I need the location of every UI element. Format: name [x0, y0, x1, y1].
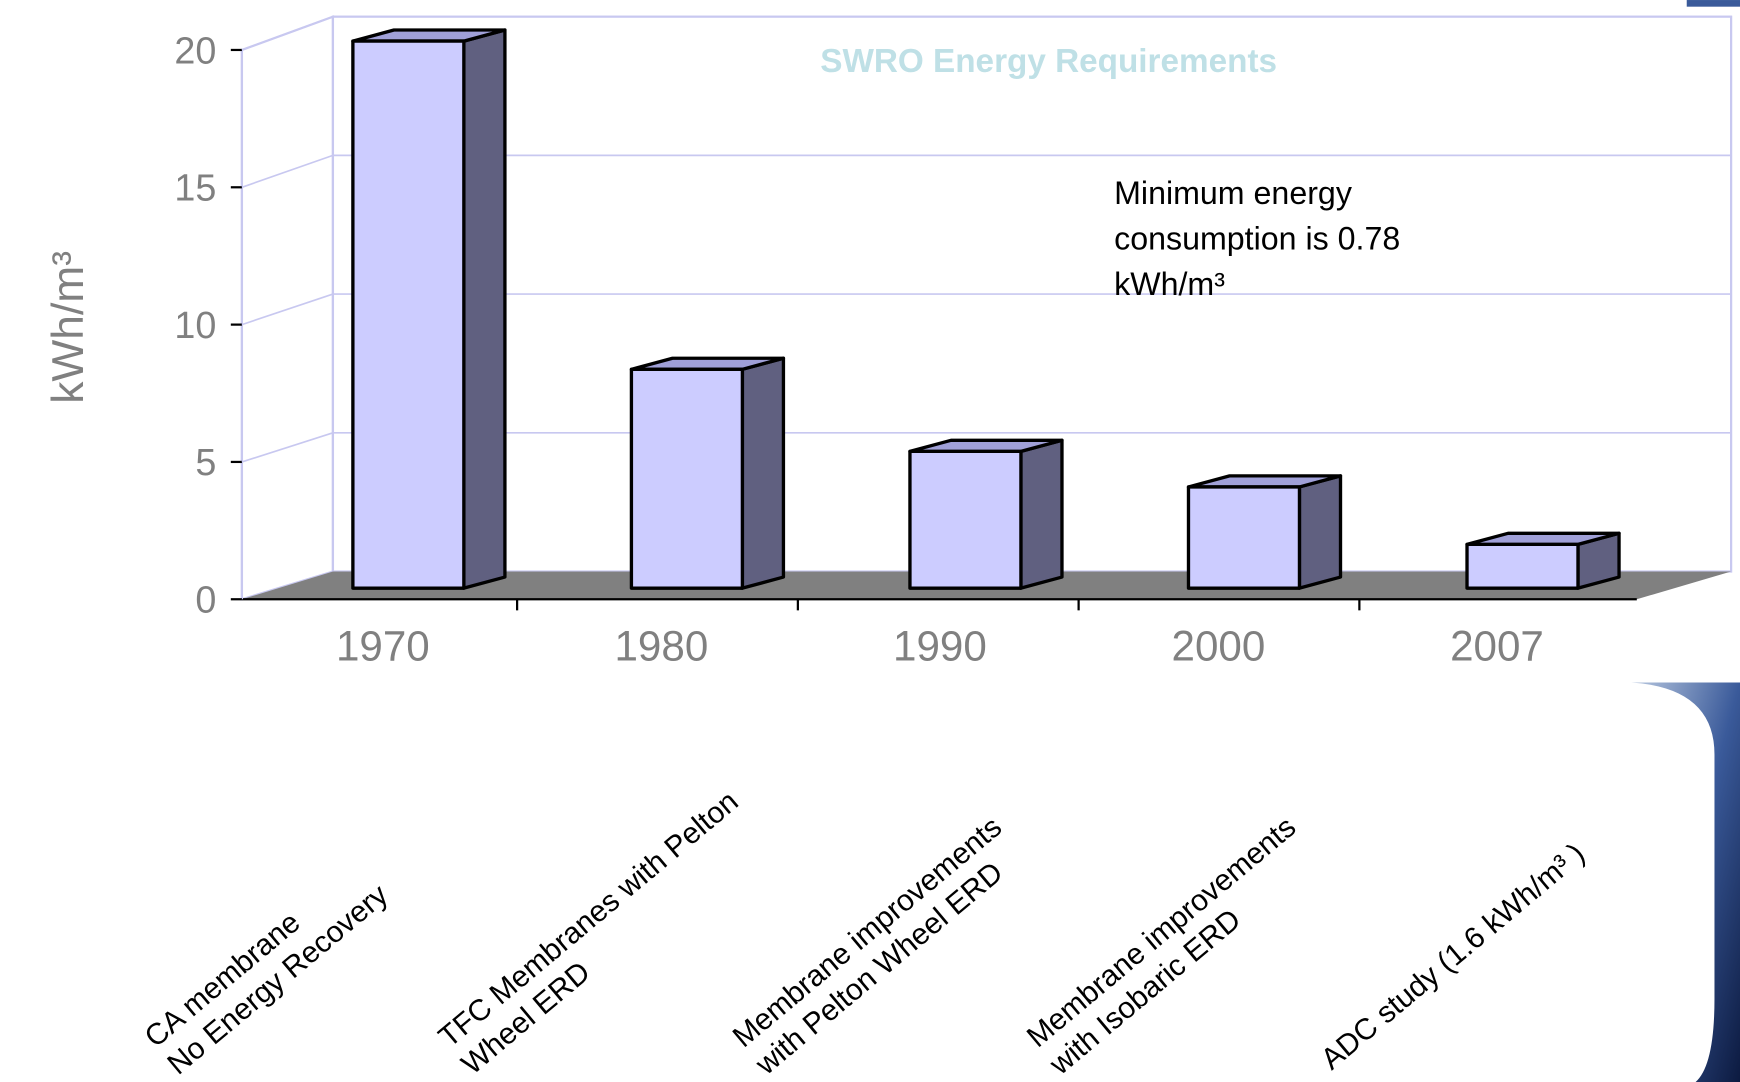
grid-line [241, 293, 334, 326]
y-tick-label: 0 [195, 579, 216, 621]
description-line: ADC study (1.6 kWh/m³ ) [1315, 837, 1591, 1076]
bar [1465, 531, 1621, 590]
bar-front [1186, 485, 1302, 590]
side-wall [240, 15, 335, 601]
annotation: kWh/m³ [1114, 266, 1225, 302]
x-tick-label: 2000 [1172, 622, 1266, 669]
bar-side [462, 28, 507, 590]
y-tick-label: 5 [195, 441, 216, 483]
bar [629, 356, 786, 590]
grid-line [241, 432, 334, 463]
y-axis-label: kWh/m³ [44, 251, 93, 404]
grid-line [241, 154, 334, 189]
category-description: ADC study (1.6 kWh/m³ ) [1315, 837, 1591, 1076]
bar-side [740, 356, 786, 590]
grid-line [241, 15, 334, 51]
bar [351, 28, 507, 590]
x-tick-label: 1990 [893, 622, 987, 669]
description-line: TFC Membranes with Pelton [433, 785, 745, 1054]
x-tick-label: 2007 [1450, 622, 1544, 669]
description-line: Membrane improvements [1021, 810, 1302, 1054]
x-tick-label: 1980 [614, 622, 708, 669]
bar [908, 438, 1064, 590]
chart-title: SWRO Energy Requirements [820, 43, 1277, 80]
y-tick-label: 20 [174, 29, 216, 71]
y-tick-label: 10 [174, 304, 216, 346]
annotation: Minimum energy [1114, 175, 1353, 211]
annotation: consumption is 0.78 [1114, 221, 1400, 257]
bar-front [908, 449, 1023, 590]
decoration [1686, 0, 1740, 7]
bar-front [351, 39, 466, 590]
description-line: Membrane improvements [727, 810, 1008, 1054]
description-line: with Pelton Wheel ERD [749, 856, 1009, 1082]
bar-front [1465, 542, 1580, 590]
bar-side [1019, 438, 1064, 590]
bar-side [1297, 474, 1343, 590]
y-tick-label: 15 [174, 167, 216, 209]
decoration [1631, 682, 1740, 1082]
bar-front [629, 367, 745, 590]
bar [1186, 474, 1343, 590]
x-tick-label: 1970 [336, 622, 430, 669]
